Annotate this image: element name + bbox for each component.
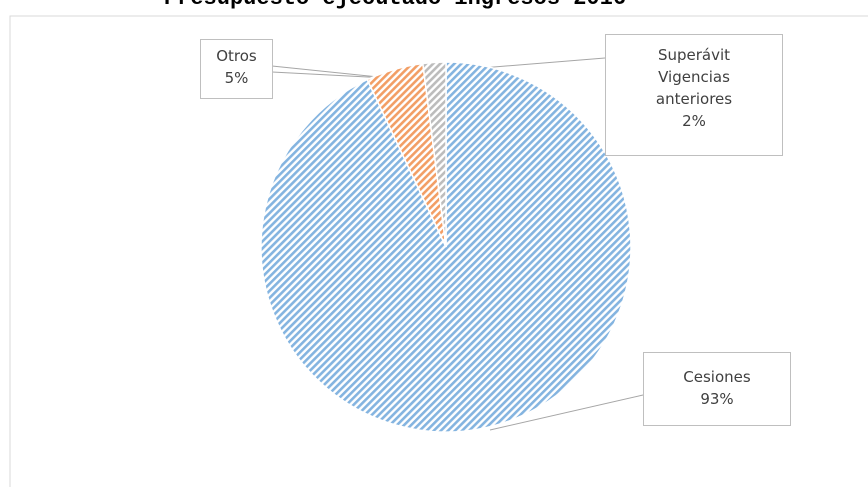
- leader-line: [271, 65, 389, 79]
- pie-slice: [421, 61, 447, 248]
- pie: [260, 61, 632, 433]
- label-name: Cesiones: [683, 368, 751, 386]
- leader-line: [271, 71, 389, 79]
- data-label: Otros 5%: [200, 39, 273, 99]
- leader-line: [489, 394, 644, 431]
- data-label: Superávit Vigencias anteriores 2%: [605, 34, 783, 156]
- label-value: 5%: [224, 69, 249, 87]
- data-label: Cesiones 93%: [643, 352, 791, 426]
- chart-title: Presupuesto ejecutado ingresos 2016: [0, 0, 790, 11]
- label-name: Superávit Vigencias anteriores: [655, 46, 733, 108]
- label-value: 2%: [682, 112, 706, 130]
- label-name: Otros: [216, 47, 257, 65]
- label-value: 93%: [700, 390, 734, 408]
